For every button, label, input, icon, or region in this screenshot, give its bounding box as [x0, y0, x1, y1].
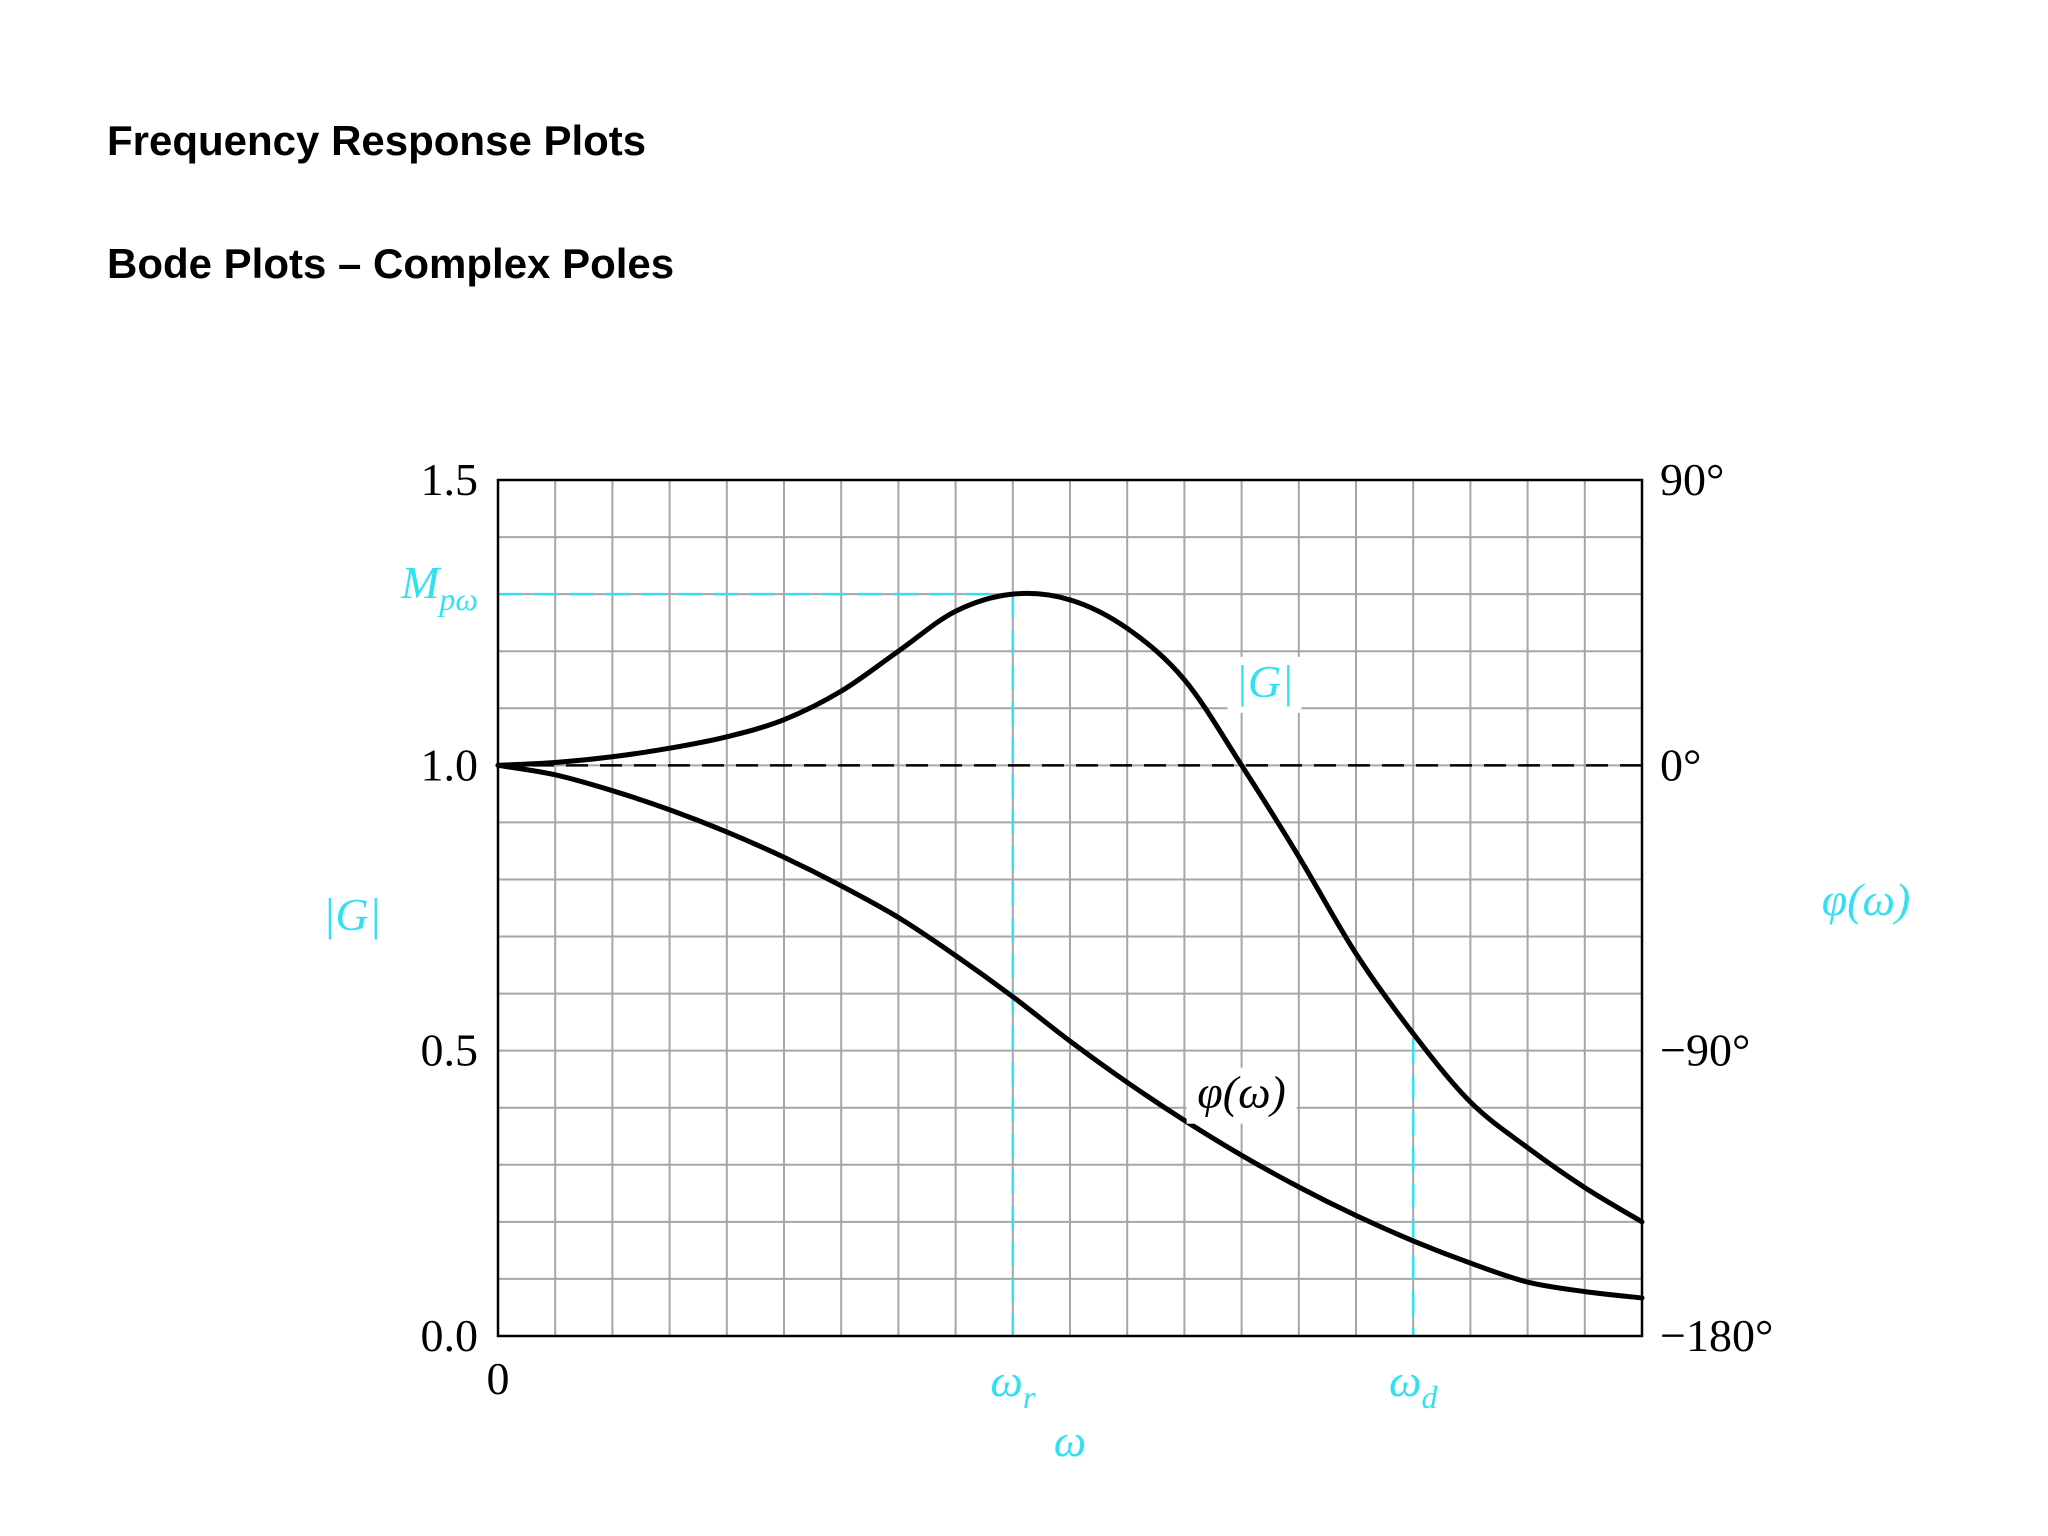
- x-axis-label: ω: [1054, 1415, 1086, 1466]
- x-tick-label-ωr: ωr: [990, 1355, 1035, 1415]
- chart-curves: [495, 590, 1645, 1301]
- reference-lines: [498, 592, 1642, 1336]
- y-left-tick-label: 0.0: [421, 1310, 479, 1361]
- magnitude-curve: [495, 590, 1645, 1225]
- series-label-backdrop: [1227, 656, 1302, 713]
- tick-labels: 1.5 1.0 0.5 0.0 90° 0° −90° −180° 0 ωr ωd: [421, 454, 1774, 1415]
- y-right-tick-label: 0°: [1660, 739, 1701, 790]
- plot-frame: [496, 478, 1644, 1338]
- phase-curve: [495, 762, 1645, 1301]
- x-tick-label: 0: [487, 1353, 510, 1404]
- peak-magnitude-label: Mpω: [400, 557, 478, 617]
- magnitude-series-label: |G|: [1235, 656, 1294, 707]
- y-left-tick-label: 0.5: [421, 1025, 479, 1076]
- chart-grid: [498, 480, 1642, 1336]
- y-right-axis-label: φ(ω): [1822, 874, 1911, 925]
- slide-subtitle: Bode Plots – Complex Poles: [107, 240, 675, 287]
- y-left-tick-label: 1.0: [421, 739, 479, 790]
- y-right-tick-label: −90°: [1660, 1025, 1750, 1076]
- y-right-tick-label: −180°: [1660, 1310, 1773, 1361]
- slide-title: Frequency Response Plots: [107, 117, 647, 164]
- x-tick-label-ωd: ωd: [1389, 1355, 1438, 1415]
- axis-labels: |G| φ(ω) ω Mpω |G| φ(ω): [323, 557, 1911, 1466]
- y-right-tick-label: 90°: [1660, 454, 1724, 505]
- phase-series-label: φ(ω): [1197, 1067, 1286, 1118]
- y-left-axis-label: |G|: [323, 889, 382, 940]
- y-left-tick-label: 1.5: [421, 454, 479, 505]
- series-label-backdrop: [1186, 1067, 1297, 1124]
